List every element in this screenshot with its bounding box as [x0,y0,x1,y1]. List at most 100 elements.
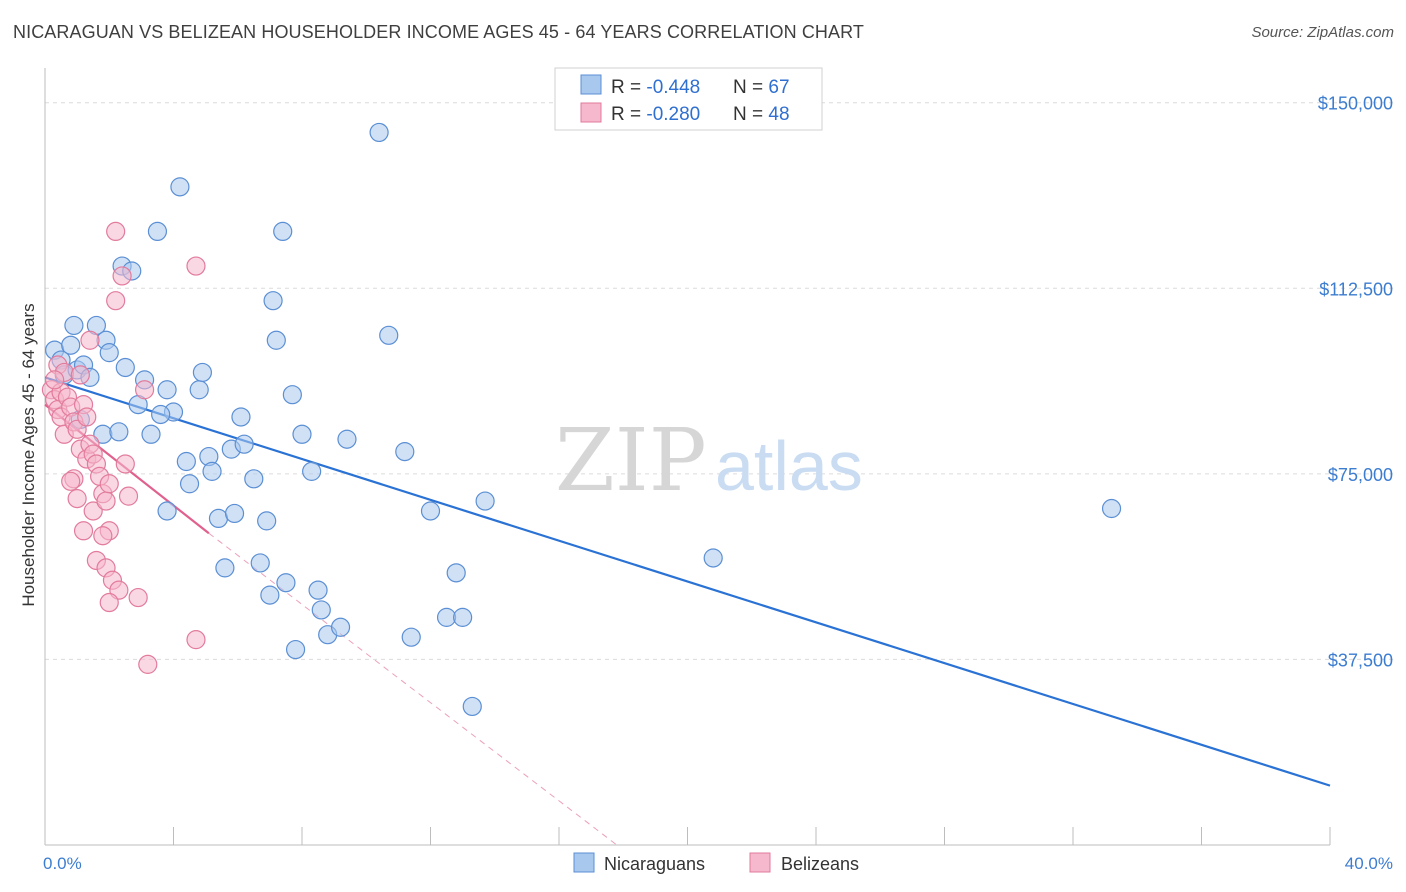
bottom-legend-swatch-belizeans [749,852,771,873]
belizean-point [45,370,65,390]
belizean-point [186,630,206,650]
belizean-point [99,592,119,613]
axes [44,68,1331,846]
x-tick-label: 40.0% [1345,854,1393,873]
nicaraguan-point [369,122,389,143]
source-label: Source: ZipAtlas.com [1251,24,1394,41]
legend-r-label: R = [611,77,646,98]
bottom-legend-label-nicaraguans: Nicaraguans [604,854,705,874]
svg-text:N = 67: N = 67 [733,77,790,98]
belizeans-trend-extension [208,532,618,846]
nicaraguan-point [420,501,441,521]
grid-lines [45,102,1395,660]
nicaraguan-point [436,607,457,627]
legend-n-label: N = [733,77,768,98]
data-points [41,122,1122,717]
nicaraguan-point [231,407,251,427]
nicaraguan-point [234,434,254,454]
belizean-point [77,407,97,427]
nicaraguan-point [276,573,296,593]
x-tick-labels: 0.0% 40.0% [43,854,1393,873]
belizean-point [70,365,90,385]
nicaraguan-point [250,553,270,573]
chart-title: NICARAGUAN VS BELIZEAN HOUSEHOLDER INCOM… [13,22,865,42]
svg-text:R = -0.448: R = -0.448 [611,77,700,98]
watermark-atlas: atlas [715,427,863,505]
legend-n-value: 48 [768,104,789,125]
nicaraguan-point [176,451,196,472]
svg-text:R = -0.280: R = -0.280 [611,104,700,125]
nicaraguans-trend-line [44,376,1331,787]
nicaraguan-point [401,627,421,647]
legend-r-label: R = [611,104,646,125]
belizean-point [96,491,116,511]
watermark: ZIP atlas [555,411,863,511]
nicaraguan-point [263,291,283,311]
nicaraguan-point [302,461,322,481]
belizean-point [61,471,81,491]
nicaraguan-point [179,474,200,494]
nicaraguan-point [109,422,129,442]
nicaraguan-point [157,501,177,521]
nicaraguan-point [453,607,473,627]
nicaraguan-point [61,335,81,355]
nicaraguan-point [151,404,171,425]
belizean-point [73,521,94,541]
legend-r-value: -0.280 [646,104,700,125]
nicaraguan-point [273,221,293,241]
svg-text:N = 48: N = 48 [733,104,790,125]
bottom-legend: Nicaraguans Belizeans [573,852,859,874]
bottom-legend-swatch-nicaraguans [573,852,595,873]
nicaraguan-point [244,469,264,489]
nicaraguan-point [282,385,302,405]
nicaraguan-point [311,600,331,620]
legend-swatch-nicaraguans [580,74,602,95]
belizean-point [83,501,103,521]
nicaraguan-point [170,177,190,197]
belizean-point [112,266,132,286]
nicaraguan-point [99,343,119,363]
nicaraguan-point [260,585,280,605]
nicaraguan-point [1101,498,1122,519]
nicaraguan-point [115,357,135,378]
nicaraguan-point [192,362,213,383]
belizean-point [80,330,100,350]
belizean-point [106,221,126,241]
nicaraguan-point [141,424,161,444]
nicaraguan-point [208,508,229,529]
belizean-point [93,526,113,546]
belizean-point [186,256,206,276]
y-tick-label: $112,500 [1319,279,1393,299]
nicaraguan-point [337,429,357,449]
legend-r-value: -0.448 [646,77,700,98]
y-tick-label: $37,500 [1328,650,1393,670]
nicaraguan-point [157,380,177,400]
belizean-point [118,486,139,506]
nicaraguan-point [703,548,723,568]
belizean-point [67,489,87,509]
y-tick-label: $75,000 [1328,465,1393,485]
belizean-point [128,587,148,608]
nicaraguan-point [308,580,328,600]
nicaraguan-point [189,380,209,400]
nicaraguan-point [292,424,312,444]
y-axis-label: Householder Income Ages 45 - 64 years [19,303,38,606]
legend-n-value: 67 [768,77,789,98]
nicaraguan-point [202,461,222,481]
legend-swatch-belizeans [580,102,602,123]
nicaraguan-point [285,639,306,660]
x-tick-label: 0.0% [43,854,82,873]
belizean-point [134,380,155,400]
legend: R = -0.448 N = 67 R = -0.280 N = 48 [554,67,823,131]
y-tick-labels: $37,500 $75,000 $112,500 $150,000 [1318,94,1393,671]
nicaraguan-point [462,696,482,717]
nicaraguan-point [224,503,245,524]
belizean-point [115,454,135,474]
nicaraguan-point [64,315,84,336]
belizean-point [99,474,119,494]
nicaraguan-point [330,617,351,637]
nicaraguan-point [446,563,466,583]
nicaraguan-point [379,325,399,345]
watermark-zip: ZIP [555,411,707,511]
